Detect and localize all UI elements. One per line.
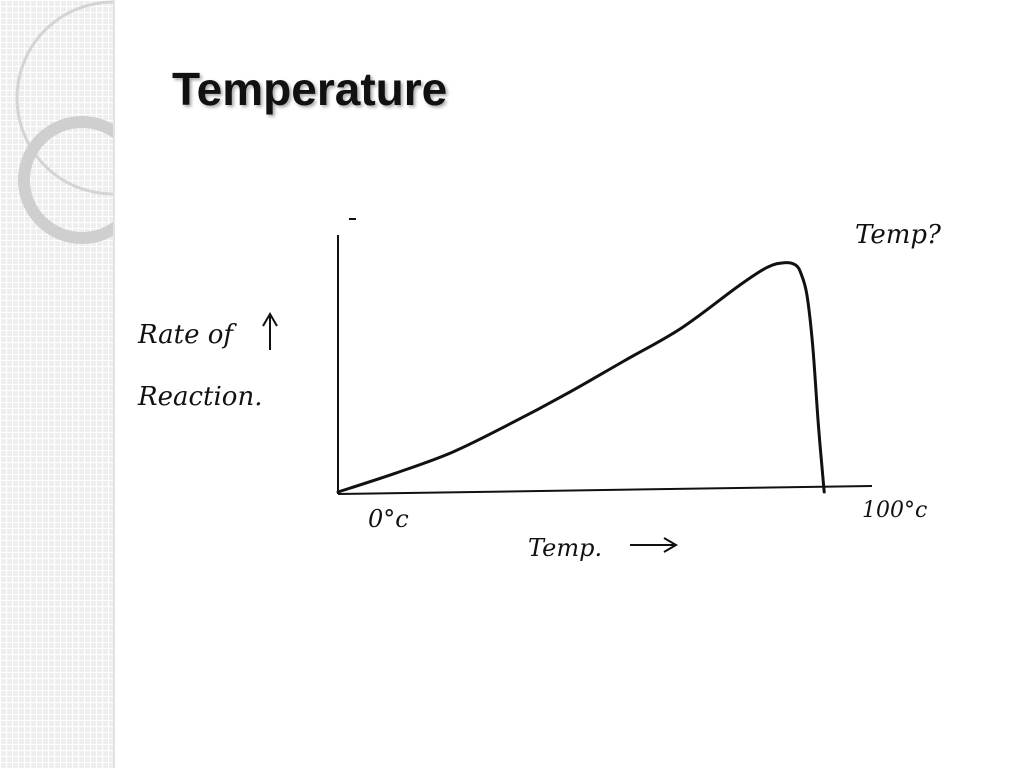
y-axis-label-line2: Reaction. [137, 382, 262, 412]
x-tick-label-start: 0°c [368, 505, 409, 533]
corner-note: Temp? [855, 220, 942, 250]
x-tick-label-end: 100°c [862, 498, 927, 523]
slide-title: Temperature [172, 63, 448, 115]
y-axis-label-line1: Rate of [137, 320, 237, 350]
decorative-side-panel [0, 0, 115, 768]
rate-curve [336, 261, 826, 494]
x-axis-right-arrow [630, 537, 678, 553]
x-axis [337, 485, 873, 495]
y-axis-up-arrow [262, 312, 278, 350]
x-axis-label: Temp. [528, 534, 602, 562]
decorative-rings [15, 0, 113, 244]
